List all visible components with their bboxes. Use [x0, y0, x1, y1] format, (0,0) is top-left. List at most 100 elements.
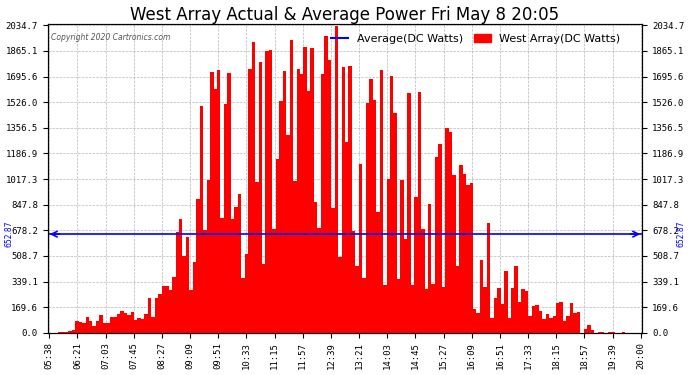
- Bar: [494, 298, 497, 333]
- Bar: [435, 158, 438, 333]
- Bar: [286, 135, 290, 333]
- Bar: [148, 298, 151, 333]
- Bar: [376, 212, 380, 333]
- Bar: [598, 332, 601, 333]
- Bar: [417, 92, 421, 333]
- Bar: [487, 223, 491, 333]
- Bar: [393, 113, 397, 333]
- Bar: [469, 183, 473, 333]
- Bar: [566, 316, 570, 333]
- Bar: [238, 194, 242, 333]
- Bar: [255, 182, 259, 333]
- Bar: [584, 328, 587, 333]
- Bar: [373, 100, 376, 333]
- Bar: [414, 196, 417, 333]
- Bar: [155, 298, 158, 333]
- Bar: [228, 73, 231, 333]
- Bar: [611, 332, 615, 333]
- Bar: [68, 331, 72, 333]
- Bar: [203, 230, 206, 333]
- Bar: [186, 237, 189, 333]
- Bar: [79, 322, 82, 333]
- Bar: [82, 322, 86, 333]
- Bar: [283, 71, 286, 333]
- Bar: [345, 142, 348, 333]
- Bar: [497, 288, 501, 333]
- Bar: [134, 320, 137, 333]
- Bar: [199, 106, 203, 333]
- Bar: [214, 88, 217, 333]
- Bar: [442, 287, 445, 333]
- Bar: [61, 332, 65, 333]
- Bar: [75, 321, 79, 333]
- Bar: [172, 278, 175, 333]
- Bar: [113, 316, 117, 333]
- Bar: [210, 72, 214, 333]
- Bar: [106, 323, 110, 333]
- Bar: [386, 179, 390, 333]
- Bar: [362, 278, 366, 333]
- Bar: [297, 69, 300, 333]
- Bar: [161, 286, 165, 333]
- Bar: [124, 313, 127, 333]
- Bar: [563, 321, 566, 333]
- Bar: [369, 79, 373, 333]
- Bar: [542, 319, 546, 333]
- Bar: [455, 266, 459, 333]
- Bar: [103, 323, 106, 333]
- Bar: [556, 303, 560, 333]
- Bar: [407, 93, 411, 333]
- Bar: [390, 76, 393, 333]
- Bar: [221, 217, 224, 333]
- Bar: [335, 26, 338, 333]
- Bar: [380, 70, 383, 333]
- Bar: [428, 204, 431, 333]
- Bar: [182, 256, 186, 333]
- Bar: [573, 313, 577, 333]
- Bar: [348, 66, 352, 333]
- Bar: [383, 285, 386, 333]
- Bar: [266, 51, 269, 333]
- Bar: [144, 314, 148, 333]
- Bar: [273, 228, 276, 333]
- Bar: [193, 262, 196, 333]
- Bar: [484, 288, 487, 333]
- Bar: [459, 165, 462, 333]
- Bar: [504, 271, 508, 333]
- Bar: [424, 288, 428, 333]
- Bar: [515, 266, 518, 333]
- Bar: [338, 256, 342, 333]
- Bar: [622, 332, 625, 333]
- Bar: [206, 180, 210, 333]
- Bar: [179, 219, 182, 333]
- Bar: [217, 70, 221, 333]
- Bar: [587, 325, 591, 333]
- Legend: Average(DC Watts), West Array(DC Watts): Average(DC Watts), West Array(DC Watts): [326, 29, 625, 48]
- Bar: [117, 315, 120, 333]
- Bar: [535, 305, 539, 333]
- Bar: [508, 318, 511, 333]
- Bar: [546, 314, 549, 333]
- Bar: [127, 315, 130, 333]
- Bar: [560, 302, 563, 333]
- Bar: [189, 290, 193, 333]
- Bar: [317, 228, 321, 333]
- Bar: [466, 185, 469, 333]
- Bar: [480, 260, 484, 333]
- Bar: [529, 316, 532, 333]
- Bar: [431, 284, 435, 333]
- Bar: [259, 62, 262, 333]
- Bar: [553, 315, 556, 333]
- Bar: [421, 229, 424, 333]
- Bar: [58, 332, 61, 333]
- Bar: [224, 104, 228, 333]
- Bar: [307, 92, 310, 333]
- Bar: [321, 74, 324, 333]
- Bar: [491, 318, 494, 333]
- Bar: [577, 312, 580, 333]
- Bar: [328, 60, 331, 333]
- Bar: [448, 132, 452, 333]
- Bar: [141, 319, 144, 333]
- Bar: [196, 200, 199, 333]
- Bar: [304, 47, 307, 333]
